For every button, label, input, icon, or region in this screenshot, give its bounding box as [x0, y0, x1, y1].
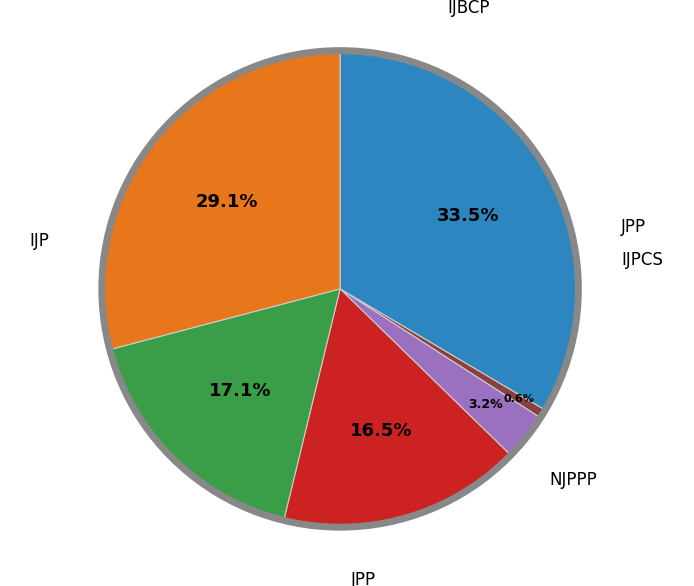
Wedge shape	[340, 289, 545, 418]
Text: 16.5%: 16.5%	[350, 422, 412, 440]
Text: 29.1%: 29.1%	[196, 193, 258, 210]
Wedge shape	[110, 289, 340, 520]
Text: JPP: JPP	[621, 218, 646, 236]
Text: JPP: JPP	[351, 571, 376, 586]
Wedge shape	[340, 50, 578, 410]
Text: NJPPP: NJPPP	[550, 471, 598, 489]
Text: 33.5%: 33.5%	[437, 207, 500, 224]
Text: IJP: IJP	[30, 232, 49, 250]
Wedge shape	[284, 289, 511, 527]
Wedge shape	[340, 289, 541, 455]
Text: 3.2%: 3.2%	[468, 398, 503, 411]
Text: IJPCS: IJPCS	[621, 251, 663, 270]
Wedge shape	[102, 50, 340, 350]
Text: 0.6%: 0.6%	[503, 394, 534, 404]
Text: IJBCP: IJBCP	[448, 0, 490, 17]
Text: 17.1%: 17.1%	[209, 382, 271, 400]
